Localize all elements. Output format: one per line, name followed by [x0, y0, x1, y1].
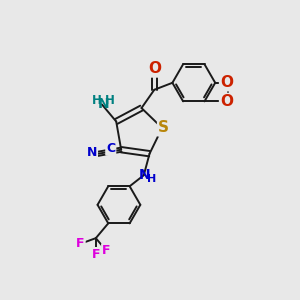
Text: O: O [220, 75, 233, 90]
Text: C: C [106, 142, 115, 155]
Text: H: H [105, 94, 115, 107]
Text: O: O [148, 61, 161, 76]
Text: F: F [92, 248, 100, 261]
Text: N: N [87, 146, 97, 159]
Text: N: N [139, 168, 150, 182]
Text: F: F [102, 244, 111, 257]
Text: S: S [158, 120, 169, 135]
Text: H: H [92, 94, 101, 107]
Text: O: O [220, 94, 233, 109]
Text: H: H [148, 174, 157, 184]
Text: F: F [76, 237, 85, 250]
Text: N: N [98, 98, 109, 111]
